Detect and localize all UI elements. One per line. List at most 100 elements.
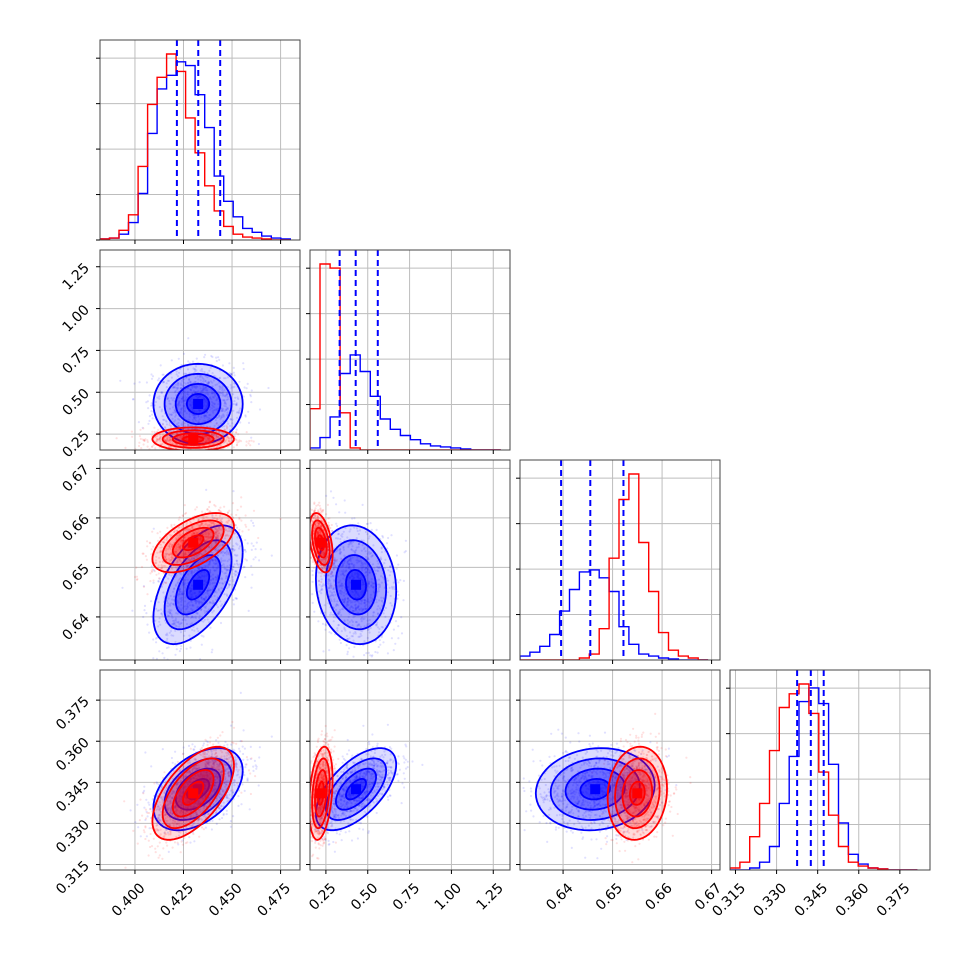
sample-point xyxy=(244,514,247,517)
sample-point xyxy=(180,621,183,625)
sample-point xyxy=(335,603,338,606)
sample-point xyxy=(187,451,189,453)
sample-point xyxy=(226,530,229,533)
sample-point xyxy=(226,426,229,429)
sample-point xyxy=(203,609,206,612)
sample-point xyxy=(165,420,168,423)
sample-point xyxy=(212,434,216,437)
sample-point xyxy=(210,575,213,578)
sample-point xyxy=(221,392,224,395)
sample-point xyxy=(322,550,325,554)
sample-point xyxy=(157,572,160,575)
sample-point xyxy=(207,381,210,385)
sample-point xyxy=(200,389,203,392)
sample-point xyxy=(304,525,306,527)
sample-point xyxy=(190,557,194,560)
sample-point xyxy=(180,382,183,385)
sample-point xyxy=(364,530,367,534)
sample-point xyxy=(357,605,360,609)
sample-point xyxy=(146,623,149,626)
sample-point xyxy=(212,409,215,412)
sample-point xyxy=(364,562,367,566)
sample-point xyxy=(133,575,137,579)
sample-point xyxy=(189,593,192,596)
sample-point xyxy=(182,532,185,535)
sample-point xyxy=(199,600,203,603)
sample-point xyxy=(208,414,211,417)
sample-point xyxy=(171,442,174,445)
sample-point xyxy=(331,613,334,616)
sample-point xyxy=(169,548,172,551)
sample-point xyxy=(167,548,170,551)
sample-point xyxy=(227,422,230,425)
sample-point xyxy=(392,649,395,652)
sample-point xyxy=(251,573,254,576)
sample-point xyxy=(233,572,236,575)
sample-point xyxy=(334,593,337,596)
sample-point xyxy=(368,581,371,584)
sample-point xyxy=(159,550,162,553)
sample-point xyxy=(159,623,162,626)
sample-point xyxy=(229,424,232,427)
sample-point xyxy=(321,558,324,561)
sample-point xyxy=(402,599,405,602)
sample-point xyxy=(348,543,351,546)
sample-point xyxy=(174,389,177,392)
sample-point xyxy=(215,434,218,437)
sample-point xyxy=(339,541,342,544)
sample-point xyxy=(211,521,214,525)
sample-point xyxy=(337,612,340,615)
sample-point xyxy=(182,592,186,595)
sample-point xyxy=(231,568,234,571)
sample-point xyxy=(166,605,170,608)
sample-point xyxy=(342,584,345,587)
sample-point xyxy=(390,604,393,607)
sample-point xyxy=(193,386,197,389)
sample-point xyxy=(178,516,181,519)
sample-point xyxy=(236,571,239,575)
sample-point xyxy=(199,376,202,379)
sample-point xyxy=(337,610,340,614)
sample-point xyxy=(168,553,171,556)
sample-point xyxy=(143,439,146,442)
sample-point xyxy=(150,373,153,376)
sample-point xyxy=(219,528,222,531)
sample-point xyxy=(335,560,338,563)
sample-point xyxy=(169,535,172,538)
sample-point xyxy=(334,604,338,608)
sample-point xyxy=(207,587,210,590)
sample-point xyxy=(178,623,181,626)
sample-point xyxy=(201,575,204,578)
sample-point xyxy=(215,541,218,544)
sample-point xyxy=(235,443,239,446)
sample-point xyxy=(189,646,192,649)
sample-point xyxy=(232,580,235,583)
sample-point xyxy=(175,423,179,426)
sample-point xyxy=(131,609,134,612)
sample-point xyxy=(234,570,237,573)
sample-point xyxy=(185,607,189,610)
sample-point xyxy=(171,544,174,547)
sample-point xyxy=(183,585,186,588)
sample-point xyxy=(349,558,352,561)
sample-point xyxy=(182,399,185,402)
sample-point xyxy=(375,623,378,626)
sample-point xyxy=(208,418,211,421)
sample-point xyxy=(189,616,192,619)
sample-point xyxy=(226,391,229,395)
sample-point xyxy=(168,399,171,403)
sample-point xyxy=(368,631,371,634)
sample-point xyxy=(206,392,209,395)
sample-point xyxy=(167,439,170,442)
sample-point xyxy=(183,611,186,614)
sample-point xyxy=(186,564,189,567)
sample-point xyxy=(138,381,141,384)
sample-point xyxy=(363,601,366,604)
sample-point xyxy=(218,517,221,520)
sample-point xyxy=(317,571,320,574)
sample-point xyxy=(150,377,154,380)
sample-point xyxy=(229,418,232,421)
sample-point xyxy=(379,556,382,559)
sample-point xyxy=(332,568,335,571)
sample-point xyxy=(202,532,205,536)
